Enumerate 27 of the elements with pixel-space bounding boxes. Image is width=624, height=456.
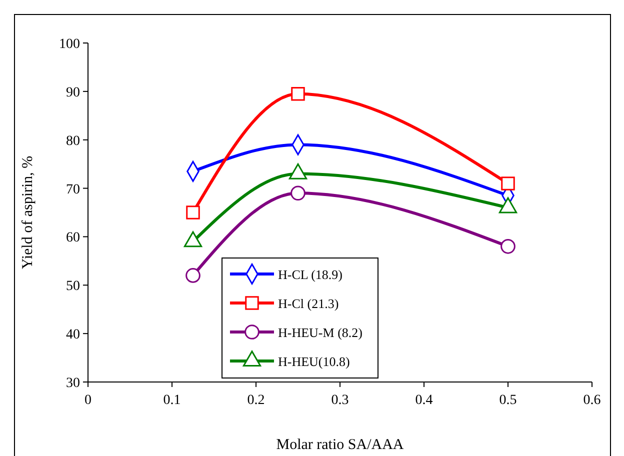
x-tick-label: 0.5	[499, 393, 517, 408]
y-tick-label: 30	[66, 376, 80, 391]
y-tick-label: 60	[66, 230, 80, 246]
x-tick-label: 0.6	[583, 393, 601, 408]
legend-label: H-HEU(10.8)	[278, 354, 350, 369]
x-tick-label: 0.3	[331, 393, 349, 408]
point	[186, 206, 200, 220]
x-tick-label: 0.2	[247, 393, 265, 408]
y-tick-label: 90	[66, 85, 80, 100]
y-tick-label: 80	[66, 134, 80, 149]
y-tick-label: 40	[66, 328, 80, 343]
x-axis-title: Molar ratio SA/AAA	[276, 437, 404, 453]
y-tick-label: 50	[66, 279, 80, 294]
y-axis-title: Yield of aspirin, %	[20, 156, 36, 270]
x-tick-label: 0.1	[163, 393, 181, 408]
point	[501, 176, 515, 190]
y-tick-label: 70	[66, 182, 80, 198]
x-tick-label: 0.4	[415, 393, 433, 408]
legend-label: H-CL (18.9)	[278, 267, 343, 282]
point	[291, 86, 305, 101]
point	[290, 186, 306, 201]
point	[500, 238, 516, 254]
y-tick-label: 100	[59, 37, 80, 52]
legend-label: H-HEU-M (8.2)	[278, 325, 362, 340]
x-tick-label: 0	[84, 393, 92, 408]
legend-label: H-Cl (21.3)	[278, 296, 339, 311]
point	[186, 268, 200, 283]
